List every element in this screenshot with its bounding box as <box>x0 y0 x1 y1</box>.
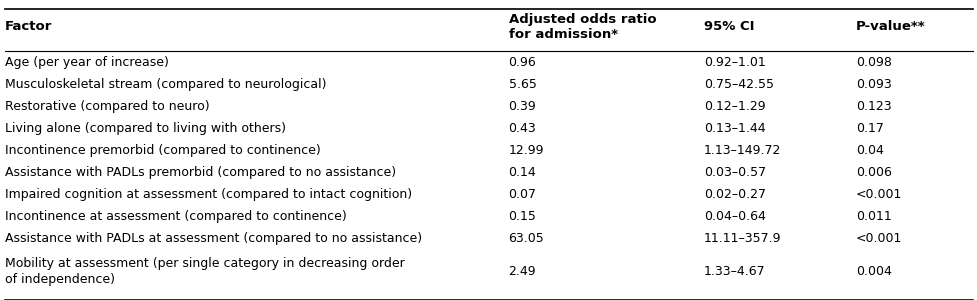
Text: Assistance with PADLs premorbid (compared to no assistance): Assistance with PADLs premorbid (compare… <box>5 166 396 179</box>
Text: 12.99: 12.99 <box>508 144 543 157</box>
Text: 0.123: 0.123 <box>855 100 890 113</box>
Text: 0.17: 0.17 <box>855 122 883 135</box>
Text: <0.001: <0.001 <box>855 232 901 245</box>
Text: 0.14: 0.14 <box>508 166 535 179</box>
Text: 0.15: 0.15 <box>508 210 536 223</box>
Text: 11.11–357.9: 11.11–357.9 <box>703 232 781 245</box>
Text: Impaired cognition at assessment (compared to intact cognition): Impaired cognition at assessment (compar… <box>5 188 411 201</box>
Text: Factor: Factor <box>5 20 52 34</box>
Text: Adjusted odds ratio
for admission*: Adjusted odds ratio for admission* <box>508 13 656 41</box>
Text: Incontinence at assessment (compared to continence): Incontinence at assessment (compared to … <box>5 210 346 223</box>
Text: Living alone (compared to living with others): Living alone (compared to living with ot… <box>5 122 285 135</box>
Text: 0.093: 0.093 <box>855 78 891 91</box>
Text: 0.96: 0.96 <box>508 56 535 68</box>
Text: Incontinence premorbid (compared to continence): Incontinence premorbid (compared to cont… <box>5 144 320 157</box>
Text: 95% CI: 95% CI <box>703 20 754 34</box>
Text: Restorative (compared to neuro): Restorative (compared to neuro) <box>5 100 209 113</box>
Text: 63.05: 63.05 <box>508 232 544 245</box>
Text: 0.92–1.01: 0.92–1.01 <box>703 56 765 68</box>
Text: 0.39: 0.39 <box>508 100 535 113</box>
Text: 0.011: 0.011 <box>855 210 891 223</box>
Text: 0.03–0.57: 0.03–0.57 <box>703 166 766 179</box>
Text: 0.02–0.27: 0.02–0.27 <box>703 188 765 201</box>
Text: Assistance with PADLs at assessment (compared to no assistance): Assistance with PADLs at assessment (com… <box>5 232 422 245</box>
Text: 0.04: 0.04 <box>855 144 883 157</box>
Text: 0.43: 0.43 <box>508 122 535 135</box>
Text: 0.13–1.44: 0.13–1.44 <box>703 122 765 135</box>
Text: 0.07: 0.07 <box>508 188 536 201</box>
Text: <0.001: <0.001 <box>855 188 901 201</box>
Text: 0.12–1.29: 0.12–1.29 <box>703 100 765 113</box>
Text: 0.04–0.64: 0.04–0.64 <box>703 210 765 223</box>
Text: 0.006: 0.006 <box>855 166 891 179</box>
Text: 1.13–149.72: 1.13–149.72 <box>703 144 781 157</box>
Text: Musculoskeletal stream (compared to neurological): Musculoskeletal stream (compared to neur… <box>5 78 326 91</box>
Text: P-value**: P-value** <box>855 20 924 34</box>
Text: 0.004: 0.004 <box>855 266 891 278</box>
Text: Mobility at assessment (per single category in decreasing order
of independence): Mobility at assessment (per single categ… <box>5 257 404 286</box>
Text: Age (per year of increase): Age (per year of increase) <box>5 56 169 68</box>
Text: 1.33–4.67: 1.33–4.67 <box>703 266 765 278</box>
Text: 5.65: 5.65 <box>508 78 536 91</box>
Text: 0.098: 0.098 <box>855 56 891 68</box>
Text: 2.49: 2.49 <box>508 266 535 278</box>
Text: 0.75–42.55: 0.75–42.55 <box>703 78 774 91</box>
